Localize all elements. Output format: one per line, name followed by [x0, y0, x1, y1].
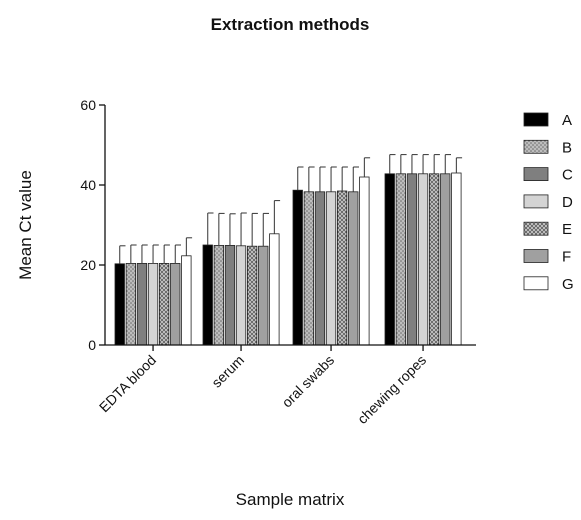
y-axis-label: Mean Ct value [16, 170, 35, 280]
legend-swatch-D [523, 194, 549, 209]
bar-G-serum [269, 233, 280, 346]
x-tick-label: serum [208, 352, 247, 391]
legend-label-E: E [562, 221, 572, 238]
bar-E-chewing-ropes [428, 173, 440, 346]
bar-C-chewing-ropes [406, 173, 418, 346]
legend-swatch-F [523, 249, 549, 263]
legend-label-C: C [562, 167, 573, 184]
bar-A-serum [202, 244, 213, 346]
bar-B-serum [213, 244, 225, 346]
bar-A-oral-swabs [292, 189, 303, 346]
bar-F-chewing-ropes [440, 173, 451, 346]
legend-swatch-C [523, 167, 549, 182]
legend-label-B: B [562, 139, 572, 156]
bar-G-edta-blood [181, 255, 192, 346]
y-tick-label: 60 [80, 97, 96, 113]
x-tick-label: oral swabs [279, 352, 338, 411]
bar-G-oral-swabs [359, 176, 370, 346]
chart-title: Extraction methods [211, 15, 370, 34]
legend-label-D: D [562, 194, 573, 211]
bar-D-oral-swabs [325, 191, 337, 346]
bar-A-edta-blood [114, 263, 125, 346]
legend-label-F: F [562, 249, 571, 266]
y-tick-label: 40 [80, 177, 96, 193]
x-axis-label: Sample matrix [236, 490, 345, 509]
x-tick-label: EDTA blood [96, 352, 159, 415]
bar-E-edta-blood [158, 262, 170, 346]
bar-D-serum [235, 245, 247, 346]
x-tick-label: chewing ropes [354, 352, 429, 427]
bar-F-serum [258, 245, 269, 346]
bar-C-serum [224, 244, 236, 346]
legend-label-G: G [562, 276, 574, 293]
bar-D-chewing-ropes [417, 173, 429, 346]
legend-swatch-B [523, 139, 549, 154]
bar-C-oral-swabs [314, 191, 326, 346]
bar-G-chewing-ropes [451, 172, 462, 346]
bar-C-edta-blood [136, 262, 148, 346]
bars-layer [114, 154, 463, 346]
bar-E-serum [246, 245, 258, 346]
bar-A-chewing-ropes [384, 173, 395, 346]
bar-B-chewing-ropes [395, 173, 407, 346]
legend-label-A: A [562, 112, 572, 129]
bar-F-oral-swabs [348, 191, 359, 346]
bar-B-oral-swabs [303, 191, 315, 346]
y-tick-label: 20 [80, 257, 96, 273]
bar-E-oral-swabs [336, 190, 348, 346]
legend-swatch-A [523, 112, 549, 127]
y-tick-label: 0 [88, 337, 96, 353]
legend-swatch-G [523, 276, 549, 291]
bar-B-edta-blood [125, 262, 136, 346]
bar-D-edta-blood [147, 262, 159, 346]
bar-F-edta-blood [170, 262, 181, 346]
legend-swatch-E [523, 221, 549, 236]
